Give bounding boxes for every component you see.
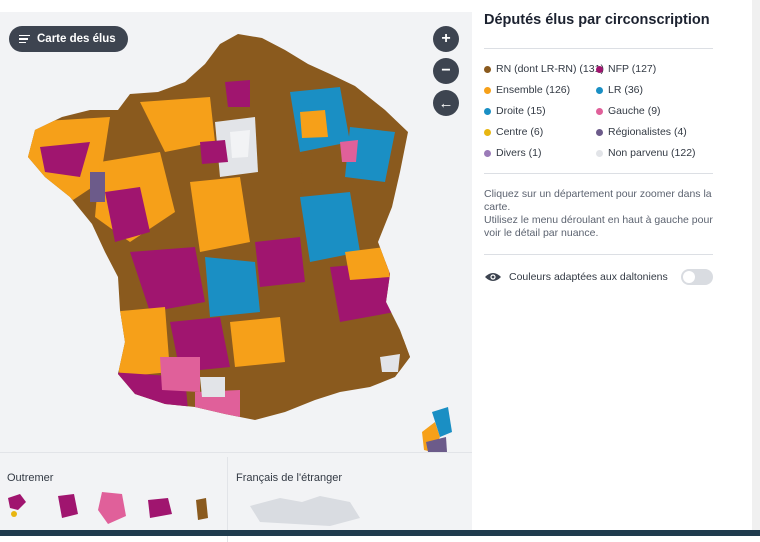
zoom-out-button[interactable]: − [433,58,459,84]
outremer-map[interactable] [0,488,227,530]
colorblind-toggle[interactable] [680,269,713,285]
help-line-1: Cliquez sur un département pour zoomer d… [484,188,712,213]
legend-dot [484,65,491,73]
help-line-2: Utilisez le menu déroulant en haut à gau… [484,214,713,239]
map-panel[interactable]: Carte des élus + − ← Outremer Français d… [0,12,472,542]
legend-dot [484,128,491,136]
scrollbar[interactable] [752,0,760,530]
divider [484,173,713,174]
legend-dot [484,149,491,157]
back-button[interactable]: ← [433,90,459,116]
legend-dot [484,107,491,115]
panel-title: Députés élus par circonscription [484,12,710,28]
divider [484,254,713,255]
legend-dot [596,107,603,115]
legend-label: RN (dont LR-RN) (131) [496,63,604,75]
legend-item-regionalistes: Régionalistes (4) [596,126,708,138]
legend-item-lr: LR (36) [596,84,708,96]
legend-label: Ensemble (126) [496,84,571,96]
legend-item-gauche: Gauche (9) [596,105,708,117]
toggle-knob [682,271,695,283]
legend-label: Droite (15) [496,105,546,117]
map-divider [0,452,472,453]
outremer-label: Outremer [7,472,54,484]
legend-item-nfp: NFP (127) [596,63,708,75]
legend-label: LR (36) [608,84,644,96]
inset-separator [227,457,228,542]
legend-label: NFP (127) [608,63,657,75]
legend-item-ensemble: Ensemble (126) [484,84,596,96]
legend: RN (dont LR-RN) (131) NFP (127) Ensemble… [484,63,714,159]
help-text: Cliquez sur un département pour zoomer d… [484,188,714,240]
etranger-map[interactable] [240,488,370,530]
eye-icon [485,273,501,281]
france-map[interactable] [0,12,472,452]
results-panel: Députés élus par circonscription RN (don… [484,12,714,285]
menu-icon [19,34,30,44]
zoom-in-button[interactable]: + [433,26,459,52]
legend-dot [596,86,603,94]
legend-label: Non parvenu (122) [608,147,696,159]
legend-dot [484,86,491,94]
legend-label: Divers (1) [496,147,542,159]
legend-item-non-parvenu: Non parvenu (122) [596,147,708,159]
legend-item-divers: Divers (1) [484,147,596,159]
legend-dot [596,128,603,136]
legend-dot [596,65,603,73]
divider [484,48,713,49]
map-menu-label: Carte des élus [37,33,116,45]
legend-label: Gauche (9) [608,105,661,117]
legend-item-rn: RN (dont LR-RN) (131) [484,63,604,75]
etranger-label: Français de l'étranger [236,472,343,484]
legend-label: Régionalistes (4) [608,126,687,138]
colorblind-toggle-label: Couleurs adaptées aux daltoniens [509,271,668,283]
colorblind-toggle-row[interactable]: Couleurs adaptées aux daltoniens [484,269,714,285]
map-menu-button[interactable]: Carte des élus [9,26,128,52]
legend-item-droite: Droite (15) [484,105,596,117]
taskbar [0,530,760,536]
legend-dot [596,149,603,157]
legend-label: Centre (6) [496,126,544,138]
legend-item-centre: Centre (6) [484,126,596,138]
